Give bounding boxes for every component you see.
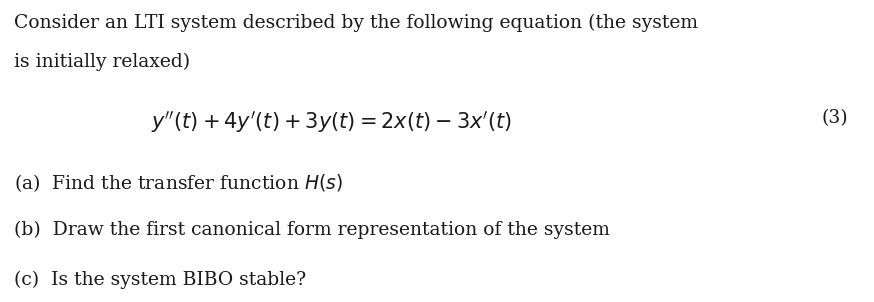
Text: $y''(t) + 4y'(t) + 3y(t) = 2x(t) - 3x'(t)$: $y''(t) + 4y'(t) + 3y(t) = 2x(t) - 3x'(t… bbox=[151, 109, 513, 135]
Text: is initially relaxed): is initially relaxed) bbox=[14, 53, 191, 71]
Text: (3): (3) bbox=[822, 109, 848, 127]
Text: Consider an LTI system described by the following equation (the system: Consider an LTI system described by the … bbox=[14, 14, 698, 32]
Text: (c)  Is the system BIBO stable?: (c) Is the system BIBO stable? bbox=[14, 270, 306, 288]
Text: (b)  Draw the first canonical form representation of the system: (b) Draw the first canonical form repres… bbox=[14, 221, 610, 239]
Text: (a)  Find the transfer function $H(s)$: (a) Find the transfer function $H(s)$ bbox=[14, 172, 343, 194]
